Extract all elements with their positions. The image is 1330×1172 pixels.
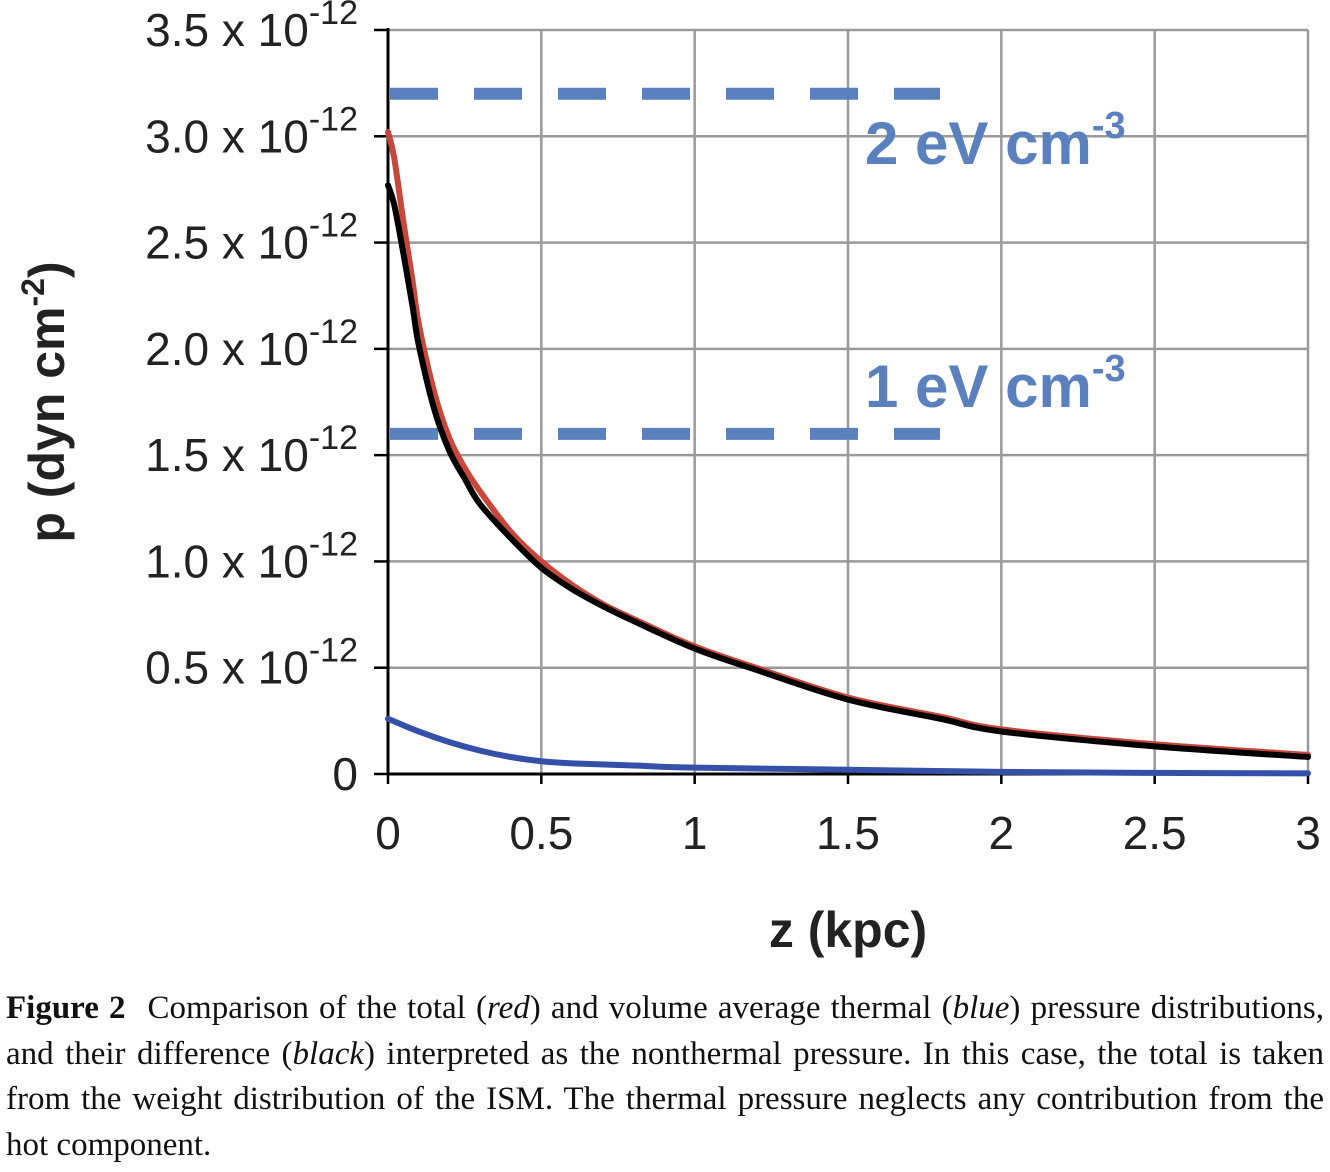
caption-red: red <box>487 990 530 1026</box>
series-line-nonthermal <box>385 182 1311 760</box>
x-tick-labels: 0 0.5 1 1.5 2 2.5 3 <box>375 807 1321 859</box>
y-axis-title: p (dyn cm-2) <box>15 261 75 542</box>
y-tick-label: 0.5 x 10-12 <box>145 632 358 694</box>
reference-lines <box>390 87 940 440</box>
y-tick-label: 3.5 x 10-12 <box>145 0 358 56</box>
annotation-1ev: 1 eV cm-3 <box>865 348 1126 420</box>
y-tick-label: 1.0 x 10-12 <box>145 525 358 587</box>
figure-label: Figure 2 <box>6 990 126 1026</box>
axes <box>374 28 1310 784</box>
x-tick-label: 0 <box>375 807 401 859</box>
y-tick-labels: 0 0.5 x 10-12 1.0 x 10-12 1.5 x 10-12 2.0 x … <box>145 0 358 800</box>
x-tick-label: 1 <box>682 807 708 859</box>
y-tick-label: 0 <box>332 748 358 800</box>
x-tick-label: 2 <box>989 807 1015 859</box>
figure-caption: Figure 2 Comparison of the total (red) an… <box>6 990 1324 1163</box>
caption-blue: blue <box>952 990 1010 1026</box>
y-tick-label: 2.0 x 10-12 <box>145 313 358 375</box>
series-line-thermal <box>385 715 1311 777</box>
x-tick-label: 2.5 <box>1123 807 1187 859</box>
grid-lines <box>388 28 1310 774</box>
y-tick-label: 3.0 x 10-12 <box>145 100 358 162</box>
x-axis-title: z (kpc) <box>769 902 927 958</box>
data-series <box>385 129 1311 777</box>
x-tick-label: 3 <box>1295 807 1321 859</box>
y-tick-label: 1.5 x 10-12 <box>145 419 358 481</box>
annotation-2ev: 2 eV cm-3 <box>865 105 1126 177</box>
pressure-chart: 0 0.5 x 10-12 1.0 x 10-12 1.5 x 10-12 2.0 x … <box>15 0 1321 958</box>
x-tick-label: 0.5 <box>509 807 573 859</box>
y-tick-label: 2.5 x 10-12 <box>145 207 358 269</box>
x-tick-label: 1.5 <box>816 807 880 859</box>
caption-black: black <box>292 1035 364 1072</box>
